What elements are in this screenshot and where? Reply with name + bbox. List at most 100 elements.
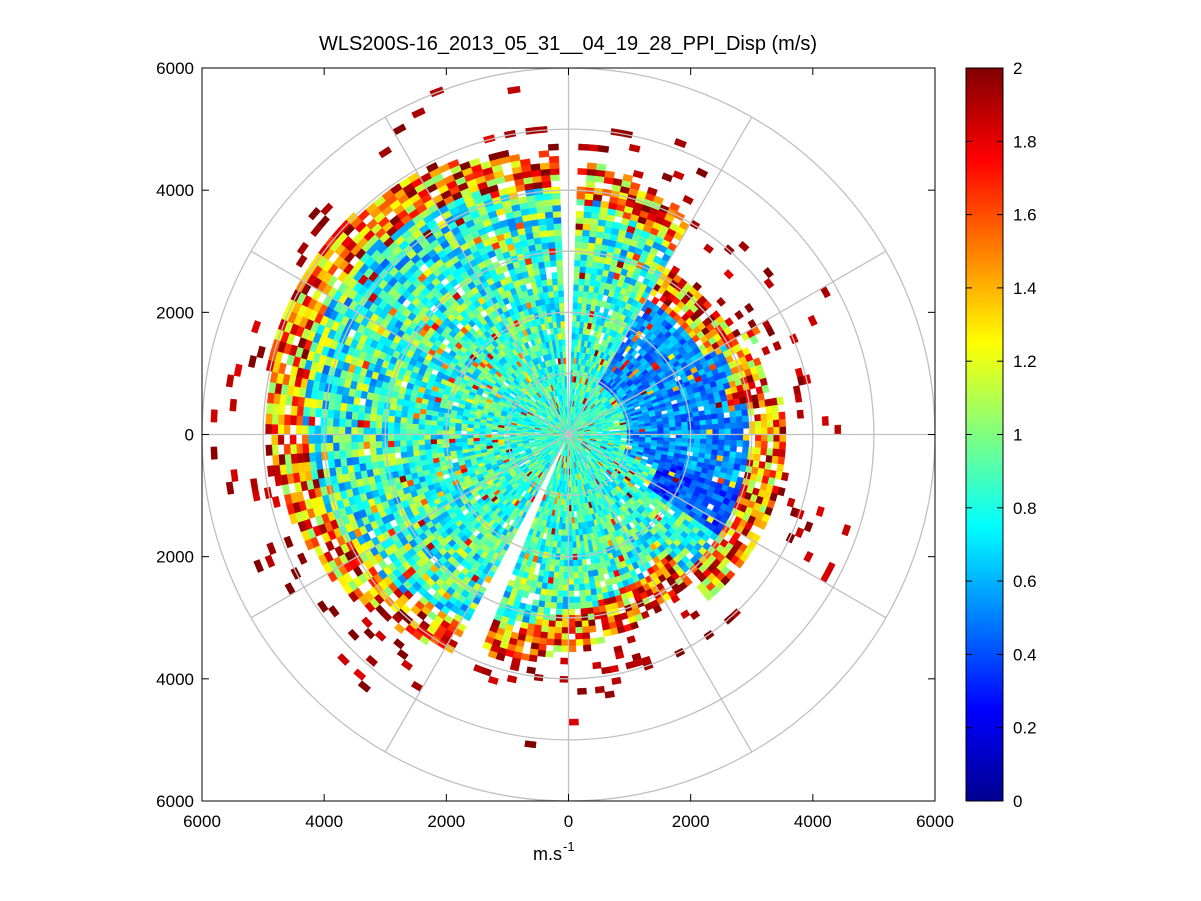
ppi-cell: [771, 404, 779, 414]
ppi-cell: [632, 429, 640, 433]
ppi-cell: [339, 402, 348, 412]
ppi-cell: [528, 654, 538, 663]
ppi-cell: [375, 427, 382, 435]
ppi-cell: [351, 456, 360, 466]
ppi-cell: [395, 457, 403, 466]
ppi-cell: [694, 434, 701, 440]
ppi-cell: [700, 434, 707, 440]
ppi-cell: [557, 584, 564, 592]
ppi-cell: [578, 583, 586, 591]
ppi-cell: [681, 421, 689, 427]
ppi-cell: [755, 427, 762, 435]
ppi-cell: [786, 497, 796, 508]
ppi-cell: [738, 240, 750, 252]
ppi-cell: [553, 645, 562, 653]
ppi-cell: [210, 446, 218, 460]
ppi-cell: [712, 434, 720, 440]
ppi-cell: [369, 427, 376, 435]
ppi-cell: [314, 434, 321, 444]
ppi-cell: [277, 434, 285, 445]
ppi-cell: [250, 478, 259, 491]
ppi-cell: [296, 452, 304, 464]
ppi-cell: [302, 443, 310, 454]
ppi-cell: [590, 588, 597, 596]
ppi-cell: [350, 419, 358, 428]
ppi-cell: [712, 439, 719, 446]
ppi-cell: [568, 645, 577, 653]
ppi-cell: [356, 426, 364, 435]
ppi-cell: [326, 417, 334, 427]
ppi-cell: [568, 639, 577, 647]
ppi-cell: [582, 223, 591, 231]
ppi-cell: [718, 439, 726, 446]
ppi-cell: [357, 680, 371, 693]
ppi-cell: [560, 541, 565, 549]
ppi-cell: [779, 426, 787, 435]
ppi-cell: [479, 437, 486, 441]
ppi-cell: [718, 434, 726, 441]
ppi-cell: [675, 422, 683, 428]
ppi-cell: [345, 456, 354, 466]
ppi-cell: [585, 174, 596, 183]
ppi-cell: [663, 427, 671, 432]
ppi-cell: [296, 405, 304, 417]
ppi-cell: [332, 426, 340, 435]
ppi-cell: [460, 426, 468, 432]
ppi-cell: [572, 320, 577, 328]
ppi-cell: [370, 454, 378, 463]
ppi-cell: [351, 448, 359, 458]
ppi-cell: [251, 488, 261, 502]
ppi-cell: [653, 195, 664, 205]
ppi-cell: [301, 424, 309, 435]
ppi-cell: [363, 412, 371, 421]
ppi-cell: [581, 620, 589, 628]
ppi-cell: [544, 595, 552, 603]
ppi-cell: [537, 643, 547, 652]
ppi-cell: [576, 198, 586, 206]
ppi-cell: [717, 412, 725, 420]
ppi-cell: [405, 434, 413, 441]
ppi-cell: [584, 192, 595, 201]
ppi-cell: [744, 302, 755, 314]
ppi-cell: [363, 427, 370, 435]
ppi-cell: [308, 434, 315, 444]
ppi-cell: [538, 637, 548, 645]
ppi-cell: [583, 284, 590, 292]
ppi-cell: [539, 563, 546, 571]
ppi-cell: [545, 589, 553, 597]
ppi-cell: [412, 417, 420, 425]
ppi-cell: [561, 627, 569, 634]
ppi-cell: [754, 414, 762, 422]
ppi-cell: [776, 396, 785, 406]
ppi-cell: [646, 186, 658, 196]
ppi-cell: [695, 167, 709, 179]
ppi-cell: [574, 626, 583, 634]
ppi-cell: [556, 590, 564, 598]
ppi-cell: [332, 434, 340, 443]
ppi-cell: [357, 448, 365, 457]
ppi-cell: [582, 217, 592, 225]
ppi-cell: [448, 442, 456, 448]
ppi-cell: [574, 259, 581, 267]
ppi-cell: [364, 455, 372, 464]
ppi-cell: [418, 449, 426, 456]
ppi-cell: [553, 571, 560, 579]
ppi-cell: [568, 718, 579, 726]
ppi-cell: [761, 434, 768, 442]
ppi-cell: [680, 417, 688, 423]
ppi-cell: [375, 434, 382, 442]
ppi-cell: [587, 242, 596, 250]
ppi-cell: [356, 434, 364, 443]
ppi-cell: [580, 601, 588, 610]
ppi-cell: [717, 444, 725, 452]
ppi-cell: [289, 443, 297, 455]
ppi-cell: [741, 415, 750, 423]
ppi-cell: [580, 607, 588, 616]
ppi-cell: [562, 584, 569, 592]
ppi-cell: [418, 423, 425, 430]
ppi-cell: [577, 565, 584, 573]
ppi-cell: [266, 392, 275, 404]
ppi-cell: [735, 451, 743, 460]
ppi-cell: [424, 419, 432, 426]
